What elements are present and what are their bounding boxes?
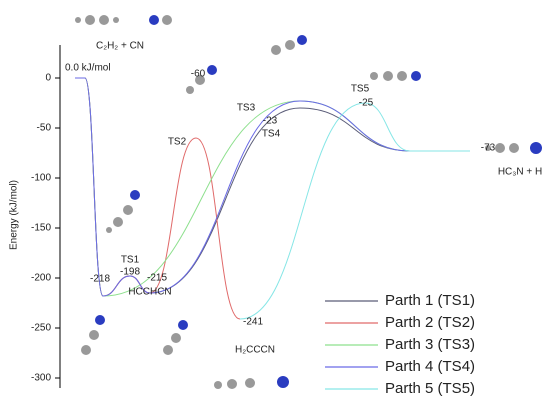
value-label: -60 [191, 69, 206, 80]
atom [214, 381, 222, 389]
atom [277, 376, 289, 388]
y-tick-label: -250 [31, 323, 51, 334]
atom [163, 345, 173, 355]
chart: Energy (kJ/mol) 0 -50 -100 -150 -200 -250 -300… [0, 0, 558, 406]
atom [162, 15, 172, 25]
y-tick-label: -200 [31, 273, 51, 284]
atom [149, 15, 159, 25]
atom [495, 143, 505, 153]
atom [85, 15, 95, 25]
legend-label: Parth 4 (TS4) [385, 358, 475, 375]
y-tick-label: -100 [31, 173, 51, 184]
y-tick-label: -150 [31, 223, 51, 234]
atom [89, 330, 99, 340]
atom [113, 17, 119, 23]
atom [383, 71, 393, 81]
value-label: -73 [481, 143, 496, 154]
atom [95, 315, 105, 325]
atom [123, 205, 133, 215]
atom [178, 320, 188, 330]
molecule-icons [75, 15, 542, 389]
atom [75, 17, 81, 23]
annotation: HCCHCN [128, 287, 171, 298]
atom [530, 142, 542, 154]
atom [207, 65, 217, 75]
atom [186, 86, 194, 94]
annotation: TS3 [237, 103, 256, 114]
y-tick-label: -50 [37, 123, 52, 134]
value-label: -218 [90, 274, 110, 285]
atom [106, 227, 112, 233]
atom [271, 45, 281, 55]
annotation: TS5 [351, 84, 370, 95]
y-tick-label: 0 [45, 73, 51, 84]
atom [370, 72, 378, 80]
atom [130, 190, 140, 200]
value-label: -25 [359, 98, 374, 109]
legend-label: Parth 1 (TS1) [385, 292, 475, 309]
atom [99, 15, 109, 25]
annotation: TS1 [121, 255, 140, 266]
atom [245, 378, 255, 388]
legend-label: Parth 5 (TS5) [385, 380, 475, 397]
annotation: TS4 [262, 129, 281, 140]
value-label: -215 [147, 273, 167, 284]
annotation: H₂CCCN [235, 345, 275, 356]
atom [81, 345, 91, 355]
atom [227, 379, 237, 389]
atom [285, 40, 295, 50]
y-tick-label: -300 [31, 373, 51, 384]
annotation: 0.0 kJ/mol [65, 63, 111, 74]
annotation: TS2 [168, 137, 187, 148]
value-label: -23 [263, 116, 278, 127]
value-label: -241 [243, 317, 263, 328]
legend-label: Parth 3 (TS3) [385, 336, 475, 353]
atom [113, 217, 123, 227]
annotation: HC₃N + H [498, 167, 542, 178]
atom [397, 71, 407, 81]
annotation: C₂H₂ + CN [96, 41, 144, 52]
y-axis-label: Energy (kJ/mol) [9, 180, 20, 250]
value-label: -198 [120, 267, 140, 278]
atom [171, 333, 181, 343]
atom [509, 143, 519, 153]
atom [411, 71, 421, 81]
atom [297, 35, 307, 45]
legend-label: Parth 2 (TS2) [385, 314, 475, 331]
